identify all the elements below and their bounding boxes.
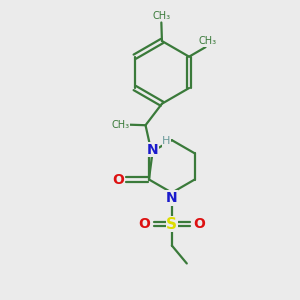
Text: CH₃: CH₃ [199, 36, 217, 46]
Text: O: O [112, 172, 124, 187]
Text: S: S [167, 217, 177, 232]
Text: CH₃: CH₃ [152, 11, 170, 21]
Text: O: O [139, 217, 150, 231]
Text: N: N [146, 143, 158, 157]
Text: O: O [194, 217, 205, 231]
Text: CH₃: CH₃ [111, 120, 129, 130]
Text: H: H [162, 136, 171, 146]
Text: N: N [166, 191, 178, 205]
